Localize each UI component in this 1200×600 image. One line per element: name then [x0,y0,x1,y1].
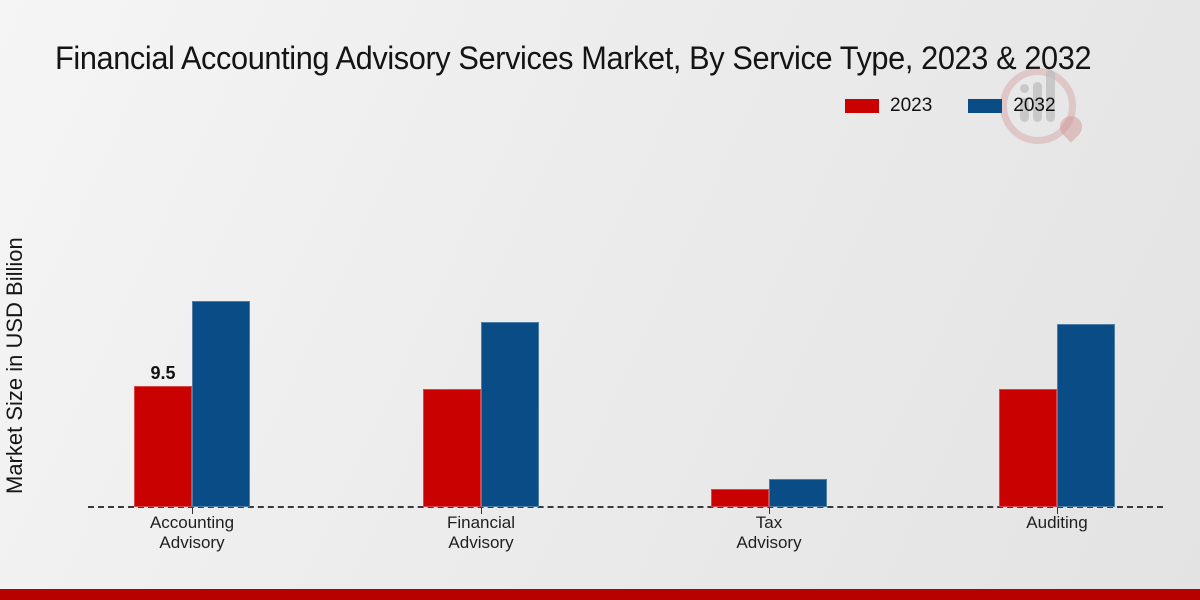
data-label-2023-accounting-advisory: 9.5 [150,363,176,383]
x-axis-tick-financial-advisory [481,508,482,514]
bar-2023-auditing [999,389,1057,507]
legend-item-2023: 2023 [845,95,932,117]
legend: 2023 2032 [845,95,1056,117]
x-axis-tick-tax-advisory [769,508,770,514]
category-label-financial-advisory: Financial Advisory [446,513,516,552]
bar-2023-tax-advisory [711,489,769,507]
x-axis-tick-auditing [1057,508,1058,514]
legend-item-2032: 2032 [968,95,1056,117]
watermark-bar-1 [1020,98,1029,122]
bar-2023-financial-advisory [423,389,481,507]
watermark-bar-2 [1033,82,1042,122]
watermark-bar-3 [1046,70,1055,122]
legend-label-2032: 2032 [1013,95,1056,116]
legend-swatch-2032 [968,99,1003,113]
category-label-tax-advisory: Tax Advisory [736,513,802,552]
legend-label-2023: 2023 [890,95,933,116]
legend-swatch-2023 [845,99,879,113]
bar-chart-logo-watermark [998,60,1108,155]
bar-2032-financial-advisory [481,322,539,507]
bar-2032-accounting-advisory [192,301,250,507]
x-axis-baseline [88,506,1163,508]
bar-2032-auditing [1057,324,1115,507]
bar-2032-tax-advisory [769,479,827,507]
watermark-dot [1020,84,1029,93]
footer-accent-bar [0,589,1200,600]
watermark-ring [1000,68,1076,144]
category-label-accounting-advisory: Accounting Advisory [149,513,235,552]
category-label-auditing: Auditing [1026,513,1088,532]
chart-title: Financial Accounting Advisory Services M… [55,40,1092,76]
x-axis-tick-accounting-advisory [192,508,193,514]
bar-2023-accounting-advisory [134,386,192,507]
